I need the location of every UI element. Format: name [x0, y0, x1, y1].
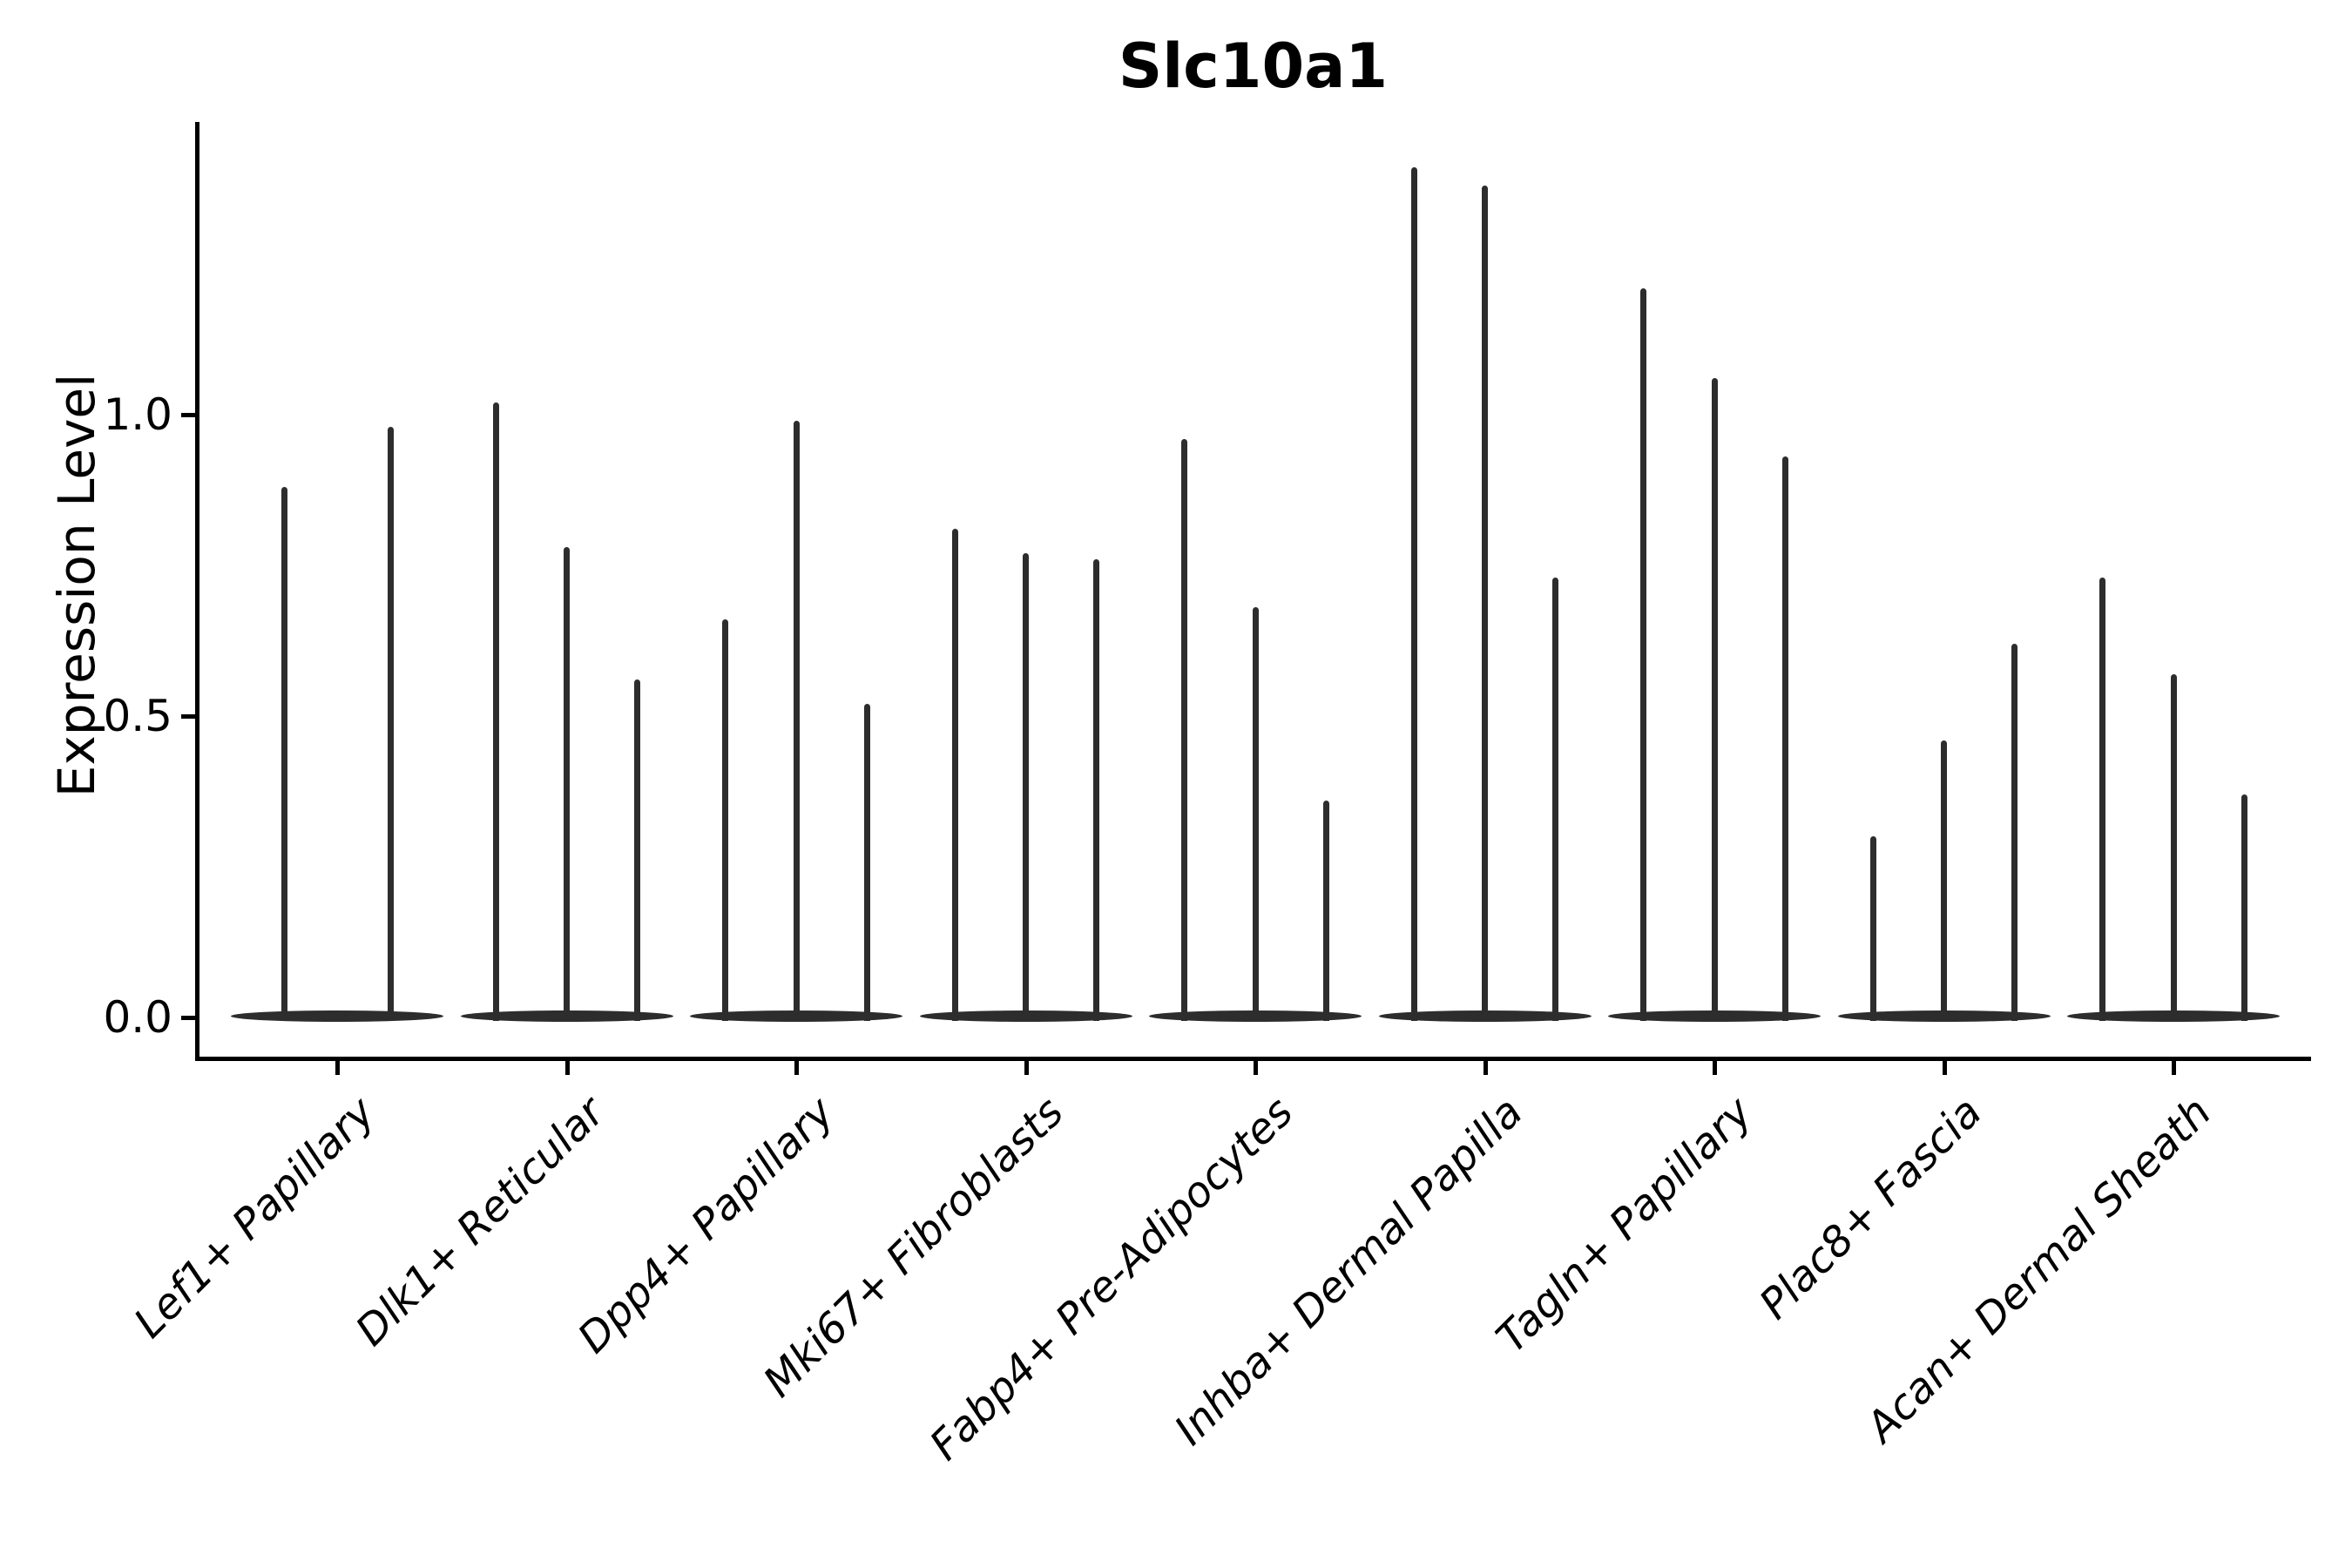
x-tick-mark — [1942, 1061, 1947, 1075]
y-tick-mark — [181, 714, 195, 719]
chart-title: Slc10a1 — [1118, 30, 1389, 102]
y-tick-label: 0.5 — [103, 691, 172, 741]
violin-spike — [793, 420, 800, 1021]
violin-spike — [1552, 577, 1559, 1021]
violin-spike — [1252, 607, 1259, 1021]
violin-spike — [2011, 643, 2018, 1021]
violin-spike — [634, 679, 641, 1021]
violin-spike — [863, 704, 870, 1021]
x-tick-mark — [564, 1061, 570, 1075]
violin-spike — [951, 529, 958, 1021]
x-axis-spine — [195, 1057, 2311, 1061]
y-tick-mark — [181, 413, 195, 417]
violin-spike — [1781, 456, 1788, 1021]
violin-spike — [1711, 378, 1718, 1021]
x-tick-mark — [2172, 1061, 2176, 1075]
y-tick-mark — [181, 1016, 195, 1020]
violin-spike — [387, 426, 394, 1021]
y-tick-label: 1.0 — [103, 389, 172, 440]
y-tick-label: 0.0 — [103, 992, 172, 1043]
violin-spike — [1322, 800, 1329, 1021]
x-tick-mark — [335, 1061, 340, 1075]
x-tick-mark — [1483, 1061, 1488, 1075]
violin-spike — [1482, 186, 1488, 1021]
violin-spike — [2240, 794, 2247, 1021]
violin-spike — [2099, 577, 2106, 1021]
violin-base-lens — [231, 1010, 443, 1022]
violin-spike — [280, 487, 287, 1021]
x-tick-mark — [794, 1061, 799, 1075]
violin-spike — [1640, 287, 1647, 1021]
violin-spike — [1181, 438, 1188, 1021]
violin-spike — [564, 547, 570, 1021]
violin-spike — [1869, 836, 1876, 1021]
x-tick-mark — [1254, 1061, 1258, 1075]
violin-spike — [1023, 553, 1029, 1021]
violin-spike — [492, 402, 499, 1021]
violin-spike — [1093, 559, 1100, 1021]
violin-spike — [722, 619, 729, 1021]
y-axis-spine — [195, 122, 199, 1061]
x-tick-mark — [1024, 1061, 1029, 1075]
violin-spike — [2170, 673, 2177, 1021]
violin-spike — [1410, 167, 1417, 1021]
x-tick-mark — [1713, 1061, 1717, 1075]
violin-spike — [1941, 740, 1947, 1021]
x-tick-label: Dlk1+ Reticular — [346, 1087, 614, 1355]
